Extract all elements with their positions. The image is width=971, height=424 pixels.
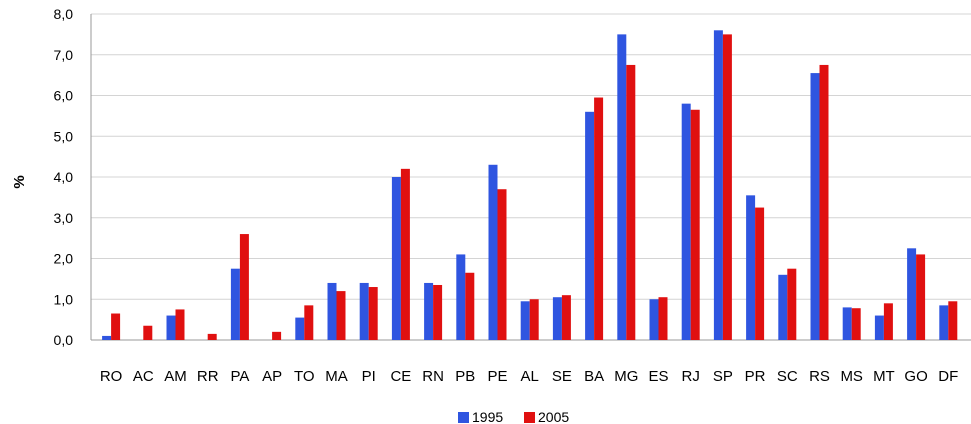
y-tick-label: 4,0 — [54, 169, 74, 185]
x-tick-label: ES — [648, 368, 668, 385]
bar-2005-SP — [722, 34, 732, 340]
y-axis-label: % — [11, 175, 28, 188]
bar-1995-MT — [874, 315, 884, 340]
bar-1995-MS — [842, 307, 852, 340]
x-tick-label: CE — [390, 368, 411, 385]
legend-label: 2005 — [538, 409, 569, 424]
bar-1995-PA — [230, 268, 240, 340]
bar-2005-SC — [787, 268, 797, 340]
x-tick-label: RJ — [682, 368, 700, 385]
bar-2005-PB — [465, 272, 475, 340]
bar-1995-PI — [359, 282, 369, 340]
x-tick-label: RN — [422, 368, 444, 385]
y-tick-label: 1,0 — [54, 291, 74, 307]
bar-2005-GO — [916, 254, 926, 340]
x-tick-label: AL — [521, 368, 539, 385]
bar-2005-RN — [433, 284, 443, 340]
legend-label: 1995 — [472, 409, 503, 424]
bar-2005-PA — [239, 234, 249, 340]
bar-1995-MG — [617, 34, 627, 340]
x-tick-label: SC — [777, 368, 798, 385]
bar-1995-SP — [713, 30, 723, 341]
bar-2005-AL — [529, 299, 539, 340]
x-tick-label: PR — [745, 368, 766, 385]
bars — [102, 30, 958, 341]
bar-1995-PB — [456, 254, 466, 340]
y-tick-label: 2,0 — [54, 251, 74, 267]
bar-2005-MT — [883, 303, 893, 340]
x-tick-label: TO — [294, 368, 315, 385]
bar-1995-ES — [649, 299, 659, 340]
bar-1995-AL — [520, 301, 530, 340]
x-tick-label: MA — [325, 368, 348, 385]
y-tick-label: 7,0 — [54, 47, 74, 63]
bar-2005-MA — [336, 291, 346, 340]
x-tick-label: SP — [713, 368, 733, 385]
x-tick-label: PI — [362, 368, 376, 385]
bar-1995-TO — [295, 317, 305, 340]
bar-2005-CE — [400, 168, 410, 340]
x-tick-label: AM — [164, 368, 187, 385]
bar-2005-AP — [272, 331, 282, 340]
bar-2005-ES — [658, 297, 668, 340]
bar-1995-PE — [488, 164, 498, 340]
bar-2005-AM — [175, 309, 185, 340]
bar-1995-CE — [391, 177, 401, 340]
x-tick-label: MS — [840, 368, 863, 385]
bar-1995-SC — [778, 274, 788, 340]
y-tick-label: 5,0 — [54, 128, 74, 144]
bar-2005-MS — [851, 308, 861, 340]
bar-1995-PR — [746, 195, 756, 340]
bar-1995-GO — [907, 248, 917, 340]
x-tick-label: RR — [197, 368, 219, 385]
x-tick-label: AC — [133, 368, 154, 385]
bar-2005-MG — [626, 64, 636, 340]
x-tick-label: PE — [487, 368, 507, 385]
bar-1995-AM — [166, 315, 176, 340]
bar-1995-MA — [327, 282, 337, 340]
x-tick-label: MG — [614, 368, 638, 385]
x-tick-label: BA — [584, 368, 604, 385]
x-tick-label: MT — [873, 368, 895, 385]
gridlines — [90, 13, 971, 341]
bar-2005-DF — [948, 301, 958, 340]
x-tick-label: RO — [100, 368, 123, 385]
x-tick-label: PA — [230, 368, 249, 385]
bar-1995-RJ — [681, 103, 691, 341]
x-tick-label: SE — [552, 368, 572, 385]
bar-2005-RO — [111, 313, 121, 340]
bar-2005-PR — [755, 207, 765, 340]
bar-1995-BA — [585, 111, 595, 340]
y-tick-label: 8,0 — [54, 6, 74, 22]
x-axis-ticks: RO AC AM RR PA AP TO MA PI CE RN PB PE AL SE BA MG ES RJ SP… — [100, 368, 958, 385]
x-tick-label: RS — [809, 368, 830, 385]
bar-2005-RS — [819, 64, 829, 340]
x-tick-label: GO — [904, 368, 927, 385]
bar-2005-RJ — [690, 109, 700, 340]
bar-2005-TO — [304, 305, 314, 340]
bar-2005-AC — [143, 325, 153, 340]
bar-2005-PI — [368, 287, 378, 340]
bar-1995-RS — [810, 73, 820, 341]
legend: 1995 2005 — [458, 409, 569, 424]
bar-2005-SE — [561, 295, 571, 340]
legend-swatch-2005 — [524, 412, 535, 423]
y-tick-label: 0,0 — [54, 332, 74, 348]
bar-1995-DF — [939, 305, 949, 340]
bar-2005-PE — [497, 189, 507, 340]
bar-1995-RO — [102, 335, 112, 340]
x-tick-label: DF — [938, 368, 958, 385]
bar-2005-RR — [207, 333, 217, 340]
y-tick-label: 6,0 — [54, 88, 74, 104]
bar-1995-RN — [424, 282, 434, 340]
x-tick-label: AP — [262, 368, 282, 385]
bar-2005-BA — [594, 97, 604, 340]
y-tick-label: 3,0 — [54, 210, 74, 226]
bar-1995-SE — [552, 297, 562, 340]
legend-swatch-1995 — [458, 412, 469, 423]
y-axis-ticks: 0,0 1,0 2,0 3,0 4,0 5,0 6,0 7,0 8,0 — [54, 6, 74, 348]
x-tick-label: PB — [455, 368, 475, 385]
